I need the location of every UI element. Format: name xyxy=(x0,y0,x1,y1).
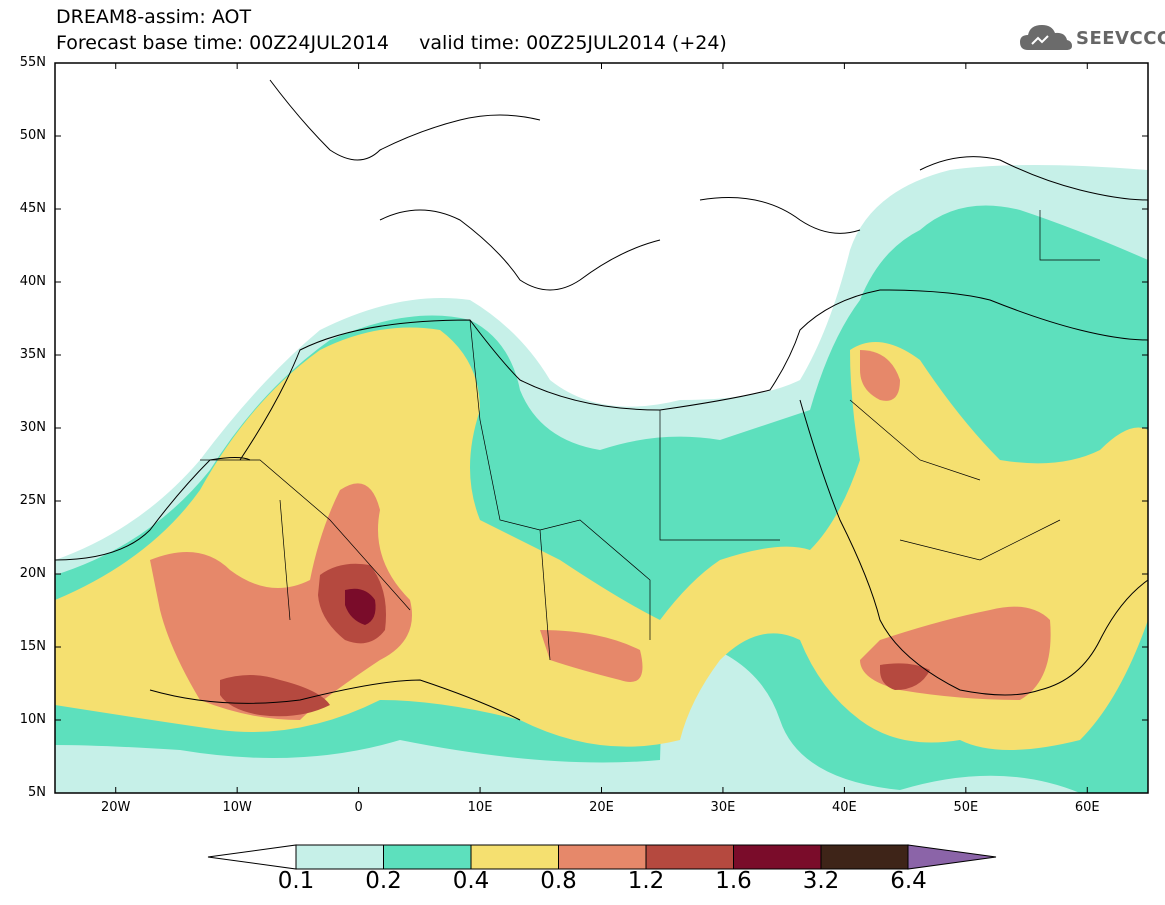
colorbar-label: 6.4 xyxy=(890,868,927,894)
forecast-time-line: Forecast base time: 00Z24JUL2014 valid t… xyxy=(56,32,727,54)
colorbar-label: 0.8 xyxy=(540,868,577,894)
colorbar-label: 3.2 xyxy=(802,868,840,894)
lon-label: 40E xyxy=(831,800,857,815)
lon-label: 20E xyxy=(589,800,614,815)
colorbar-label: 0.4 xyxy=(452,868,490,894)
cloud-icon xyxy=(1020,25,1072,50)
lon-label: 0 xyxy=(354,800,363,815)
lat-label: 50N xyxy=(19,128,46,143)
aot-level-0.8-d xyxy=(860,350,900,401)
lat-label: 40N xyxy=(19,274,46,289)
lon-label: 30E xyxy=(710,800,736,815)
map-title: DREAM8-assim: AOT xyxy=(56,6,252,28)
lat-label: 45N xyxy=(19,201,46,216)
aot-level-0.8-b xyxy=(540,630,643,682)
logo-text: SEEVCCC xyxy=(1076,28,1165,49)
lon-label: 10E xyxy=(467,800,493,815)
seevccc-logo: SEEVCCC xyxy=(1018,20,1165,60)
lat-label: 25N xyxy=(19,493,46,508)
lat-label: 30N xyxy=(19,420,46,435)
colorbar-label: 0.2 xyxy=(365,868,402,894)
lat-label: 55N xyxy=(19,55,46,70)
aot-level-1.2-b xyxy=(220,675,330,717)
aot-level-1.6 xyxy=(345,588,376,625)
lat-label: 10N xyxy=(19,712,46,727)
lat-label: 15N xyxy=(19,639,46,654)
coastlines xyxy=(55,79,1148,721)
colorbar-label: 1.2 xyxy=(627,868,665,894)
lat-label: 20N xyxy=(19,566,46,581)
aot-level-1.2-c xyxy=(880,663,930,690)
aot-level-0.8 xyxy=(150,483,412,720)
colorbar-label: 0.1 xyxy=(277,868,315,894)
lat-label: 5N xyxy=(28,785,46,800)
lon-label: 20W xyxy=(101,800,131,815)
aot-field xyxy=(55,165,1148,793)
lon-label: 10W xyxy=(222,800,252,815)
axis-ticks xyxy=(55,63,1148,793)
lon-label: 50E xyxy=(953,800,979,815)
country-borders xyxy=(200,210,1100,661)
lat-label: 35N xyxy=(19,347,46,362)
lon-label: 60E xyxy=(1074,800,1100,815)
colorbar-label: 1.6 xyxy=(715,868,752,894)
